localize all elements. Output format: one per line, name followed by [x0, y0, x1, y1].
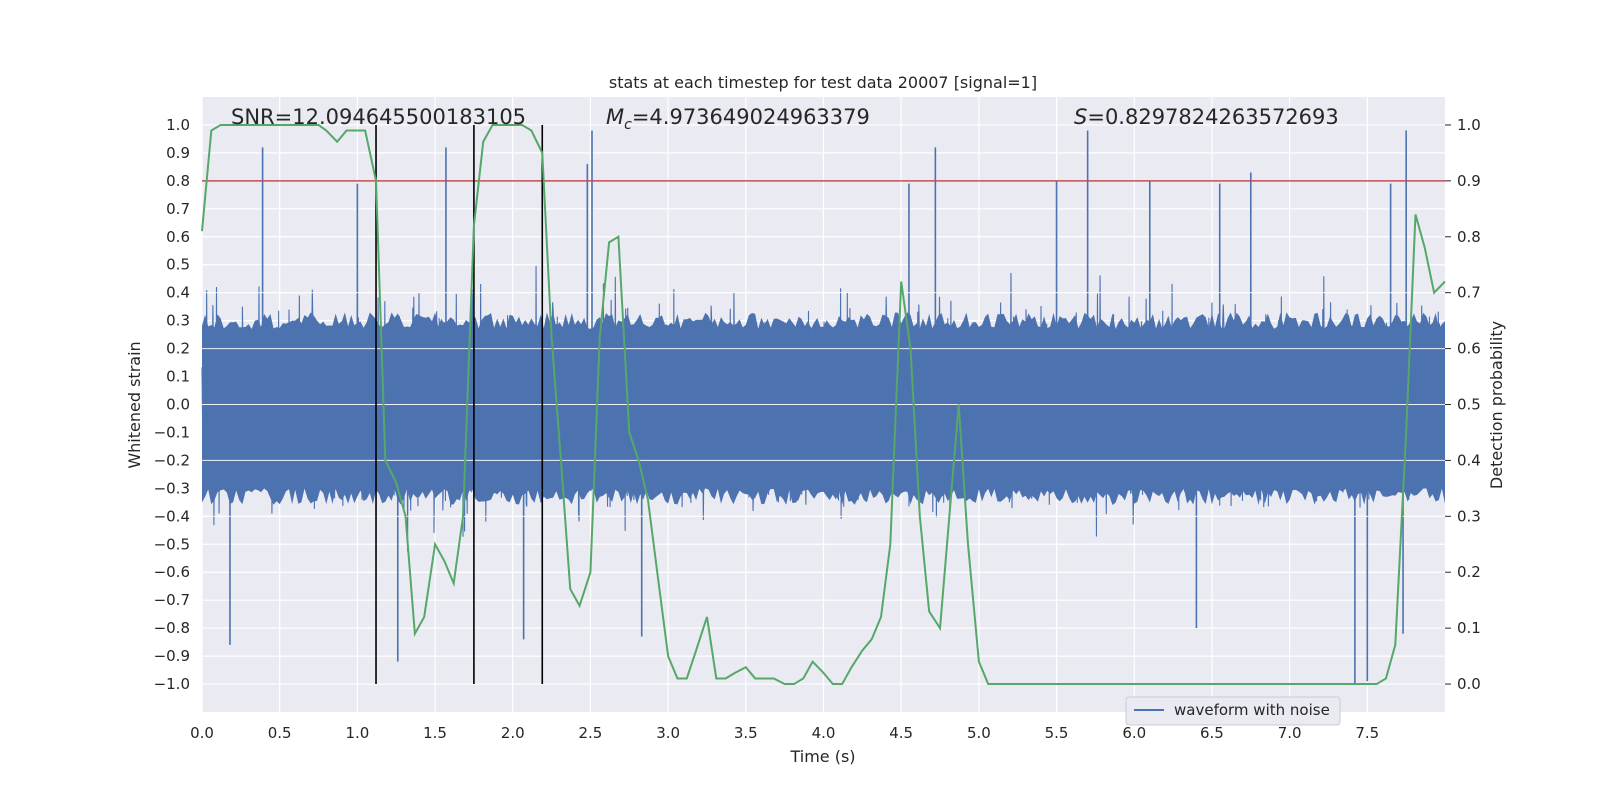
chirp-mass-subscript: c [624, 117, 632, 133]
chirp-mass-annotation: Mc=4.973649024963379 [606, 105, 870, 133]
y-right-tick-label: 0.3 [1457, 507, 1481, 525]
legend-label: waveform with noise [1174, 701, 1330, 719]
detection-probability-line [201, 123, 1446, 686]
x-tick-label: 6.0 [1122, 724, 1146, 742]
x-tick-label: 7.5 [1355, 724, 1379, 742]
legend-box [1125, 696, 1341, 726]
y-left-tick-label: 0.5 [166, 256, 190, 274]
x-tick-label: 3.0 [656, 724, 680, 742]
y-left-tick-label: 0.0 [166, 396, 190, 414]
y-left-tick-label: 0.7 [166, 200, 190, 218]
chirp-mass-symbol: M [606, 105, 624, 129]
y-left-tick-label: 0.8 [166, 172, 190, 190]
y-left-tick-label: −0.7 [154, 591, 190, 609]
x-tick-label: 2.5 [579, 724, 603, 742]
y-left-tick-label: 0.9 [166, 144, 190, 162]
x-tick-label: 4.5 [889, 724, 913, 742]
y-right-tick-label: 0.9 [1457, 172, 1481, 190]
chart-title: stats at each timestep for test data 200… [609, 73, 1037, 92]
chirp-mass-value: =4.973649024963379 [632, 105, 870, 129]
y-right-tick-label: 0.8 [1457, 228, 1481, 246]
y-left-tick-label: −1.0 [154, 675, 190, 693]
y-left-tick-label: 0.1 [166, 368, 190, 386]
y-left-tick-label: 1.0 [166, 116, 190, 134]
x-tick-label: 3.5 [734, 724, 758, 742]
grid-overlay [202, 292, 1445, 517]
y-axis-right-ticks: 1.0 0.9 0.8 0.7 0.6 0.5 0.4 0.3 0.2 0.1 0.0 [1445, 116, 1481, 693]
x-tick-label: 0.5 [268, 724, 292, 742]
x-tick-label: 1.0 [345, 724, 369, 742]
y-right-tick-label: 0.1 [1457, 619, 1481, 637]
y-left-tick-label: 0.6 [166, 228, 190, 246]
y-left-tick-label: −0.4 [154, 507, 190, 525]
y-left-tick-label: −0.5 [154, 535, 190, 553]
waveform-series [201, 130, 1446, 685]
y-axis-right-label: Detection probability [1487, 321, 1506, 489]
y-left-tick-label: 0.4 [166, 284, 190, 302]
y-right-tick-label: 0.4 [1457, 451, 1481, 469]
y-left-tick-label: −0.9 [154, 647, 190, 665]
s-annotation: S=0.8297824263572693 [1074, 105, 1339, 129]
y-right-tick-label: 0.5 [1457, 396, 1481, 414]
y-right-tick-label: 0.2 [1457, 563, 1481, 581]
x-tick-label: 2.0 [501, 724, 525, 742]
y-left-tick-label: 0.3 [166, 312, 190, 330]
y-left-tick-label: −0.6 [154, 563, 190, 581]
x-tick-label: 5.5 [1045, 724, 1069, 742]
x-axis-ticks: 0.0 0.5 1.0 1.5 2.0 2.5 3.0 3.5 4.0 4.5 5.0 5.5 6.0 6… [190, 724, 1379, 742]
s-value: =0.8297824263572693 [1087, 105, 1338, 129]
y-right-tick-label: 0.0 [1457, 675, 1481, 693]
y-axis-left-label: Whitened strain [125, 341, 144, 468]
y-right-tick-label: 0.7 [1457, 284, 1481, 302]
y-left-tick-label: −0.8 [154, 619, 190, 637]
y-left-tick-label: −0.2 [154, 451, 190, 469]
x-tick-label: 1.5 [423, 724, 447, 742]
x-tick-label: 5.0 [967, 724, 991, 742]
y-right-tick-label: 1.0 [1457, 116, 1481, 134]
y-axis-left-ticks: 1.0 0.9 0.8 0.7 0.6 0.5 0.4 0.3 0.2 0.1 0.0 −0.1 −0.… [154, 116, 190, 693]
y-left-tick-label: −0.3 [154, 479, 190, 497]
waveform-band [202, 312, 1445, 505]
legend: waveform with noise [1125, 696, 1341, 726]
s-symbol: S [1074, 105, 1087, 129]
x-tick-label: 0.0 [190, 724, 214, 742]
x-tick-label: 7.0 [1278, 724, 1302, 742]
y-left-tick-label: 0.2 [166, 340, 190, 358]
snr-annotation: SNR=12.094645500183105 [231, 105, 526, 129]
x-tick-label: 4.0 [812, 724, 836, 742]
y-left-tick-label: −0.1 [154, 423, 190, 441]
x-axis-label: Time (s) [789, 747, 855, 766]
y-right-tick-label: 0.6 [1457, 340, 1481, 358]
x-tick-label: 6.5 [1200, 724, 1224, 742]
